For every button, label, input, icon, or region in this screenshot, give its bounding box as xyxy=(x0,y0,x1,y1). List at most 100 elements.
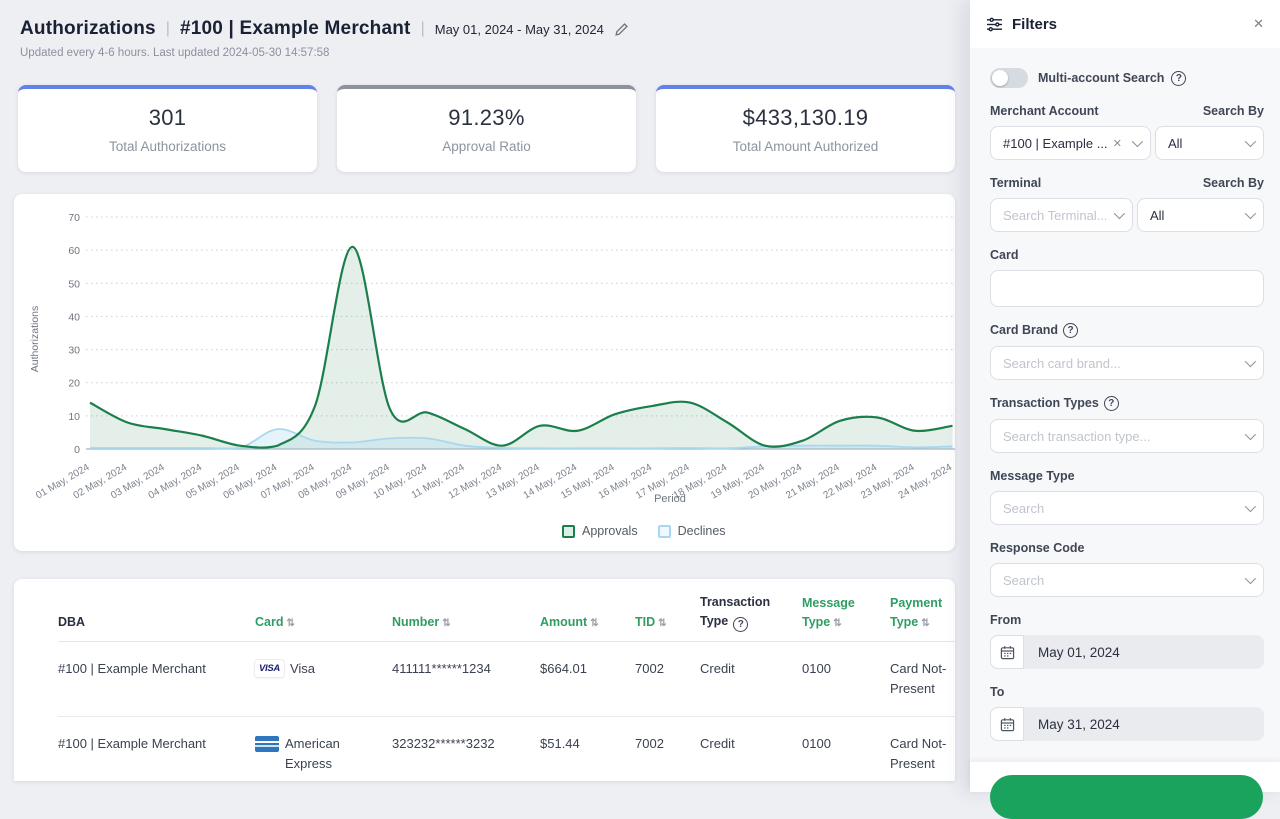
legend-declines[interactable]: Declines xyxy=(658,524,726,538)
column-header-message-type[interactable]: Message Type⇅ xyxy=(802,594,890,641)
response-code-select[interactable]: Search xyxy=(990,563,1264,597)
cell-amount: $664.01 xyxy=(540,642,635,696)
table-row[interactable]: #100 | Example Merchant American Express… xyxy=(58,717,955,781)
stat-value: 301 xyxy=(18,105,317,131)
stat-value: 91.23% xyxy=(337,105,636,131)
calendar-icon[interactable] xyxy=(990,707,1024,741)
search-by-label: Search By xyxy=(1203,176,1264,190)
column-header-card[interactable]: Card⇅ xyxy=(255,613,392,641)
merchant-account-label: Merchant Account xyxy=(990,104,1099,118)
svg-text:30: 30 xyxy=(68,345,80,357)
response-code-label: Response Code xyxy=(990,541,1084,555)
column-header-transaction-type: Transaction Type? xyxy=(700,593,802,641)
card-input[interactable] xyxy=(990,270,1264,307)
svg-text:20: 20 xyxy=(68,378,80,390)
cell-payment-type: Card Not-Present xyxy=(890,642,955,716)
help-icon[interactable]: ? xyxy=(1063,323,1078,338)
sort-icon[interactable]: ⇅ xyxy=(442,618,450,629)
transaction-types-select[interactable]: Search transaction type... xyxy=(990,419,1264,453)
chevron-down-icon xyxy=(1245,208,1256,219)
table-header-row: DBA Card⇅ Number⇅ Amount⇅ TID⇅ Transacti… xyxy=(58,579,955,642)
svg-text:60: 60 xyxy=(68,245,80,257)
stat-card-total-amount: $433,130.19 Total Amount Authorized xyxy=(656,85,955,172)
filter-sliders-icon xyxy=(986,17,1003,32)
stat-card-total-authorizations: 301 Total Authorizations xyxy=(18,85,317,172)
from-label: From xyxy=(990,613,1021,627)
svg-text:Authorizations: Authorizations xyxy=(29,306,41,373)
cell-card: VISA Visa xyxy=(255,642,392,696)
table-row[interactable]: #100 | Example Merchant VISA Visa 411111… xyxy=(58,642,955,717)
merchant-title: #100 | Example Merchant xyxy=(180,18,411,40)
filters-panel: Filters ✕ Multi-account Search ? Merchan… xyxy=(970,0,1280,792)
cell-message-type: 0100 xyxy=(802,717,890,771)
merchant-account-select[interactable]: #100 | Example ... ✕ xyxy=(990,126,1151,160)
visa-card-icon: VISA xyxy=(255,660,284,678)
legend-approvals[interactable]: Approvals xyxy=(562,524,638,538)
column-header-tid[interactable]: TID⇅ xyxy=(635,613,700,641)
svg-text:40: 40 xyxy=(68,311,80,323)
stat-cards: 301 Total Authorizations 91.23% Approval… xyxy=(18,85,955,172)
close-icon[interactable]: ✕ xyxy=(1253,16,1264,32)
transaction-types-label: Transaction Types xyxy=(990,396,1099,411)
page-title: Authorizations xyxy=(20,18,156,40)
svg-text:50: 50 xyxy=(68,278,80,290)
chevron-down-icon xyxy=(1245,136,1256,147)
chart-legend: Approvals Declines xyxy=(562,524,726,538)
svg-text:Period: Period xyxy=(654,493,686,505)
calendar-icon[interactable] xyxy=(990,635,1024,669)
cell-dba: #100 | Example Merchant xyxy=(58,642,255,696)
cell-message-type: 0100 xyxy=(802,642,890,696)
date-range-label: May 01, 2024 - May 31, 2024 xyxy=(435,22,604,37)
help-icon[interactable]: ? xyxy=(1171,71,1186,86)
message-type-label: Message Type xyxy=(990,469,1075,483)
clear-icon[interactable]: ✕ xyxy=(1113,137,1122,150)
help-icon[interactable]: ? xyxy=(1104,396,1119,411)
chevron-down-icon xyxy=(1245,573,1256,584)
cell-transaction-type: Credit xyxy=(700,717,802,771)
amex-card-icon xyxy=(255,736,279,752)
sort-icon[interactable]: ⇅ xyxy=(921,618,929,629)
terminal-search-by-select[interactable]: All xyxy=(1137,198,1264,232)
sort-icon[interactable]: ⇅ xyxy=(590,618,598,629)
chevron-down-icon xyxy=(1114,208,1125,219)
column-header-dba: DBA xyxy=(58,613,255,641)
filters-panel-header: Filters ✕ xyxy=(970,0,1280,48)
stat-label: Total Amount Authorized xyxy=(656,139,955,154)
chevron-down-icon xyxy=(1245,429,1256,440)
column-header-amount[interactable]: Amount⇅ xyxy=(540,613,635,641)
card-label: Card xyxy=(990,248,1018,262)
svg-text:10: 10 xyxy=(68,411,80,423)
terminal-label: Terminal xyxy=(990,176,1041,190)
terminal-select[interactable]: Search Terminal... xyxy=(990,198,1133,232)
multi-account-toggle[interactable] xyxy=(990,68,1028,88)
apply-filters-button[interactable] xyxy=(990,775,1263,819)
from-date-input[interactable]: May 01, 2024 xyxy=(990,635,1264,669)
card-brand-select[interactable]: Search card brand... xyxy=(990,346,1264,380)
svg-text:0: 0 xyxy=(74,444,80,456)
main-content: Authorizations | #100 | Example Merchant… xyxy=(0,0,970,792)
chevron-down-icon xyxy=(1245,501,1256,512)
toggle-knob xyxy=(992,70,1008,86)
column-header-payment-type[interactable]: Payment Type⇅ xyxy=(890,594,955,641)
authorizations-chart-card: 01020304050607001 May, 202402 May, 20240… xyxy=(14,194,955,551)
cell-card: American Express xyxy=(255,717,392,781)
title-separator: | xyxy=(166,20,170,38)
cell-amount: $51.44 xyxy=(540,717,635,771)
chevron-down-icon xyxy=(1132,136,1143,147)
stat-label: Approval Ratio xyxy=(337,139,636,154)
search-by-label: Search By xyxy=(1203,104,1264,118)
sort-icon[interactable]: ⇅ xyxy=(833,618,841,629)
to-date-input[interactable]: May 31, 2024 xyxy=(990,707,1264,741)
cell-number: 323232******3232 xyxy=(392,717,540,771)
column-header-number[interactable]: Number⇅ xyxy=(392,613,540,641)
edit-pencil-icon[interactable] xyxy=(614,22,629,37)
sort-icon[interactable]: ⇅ xyxy=(658,618,666,629)
declines-swatch-icon xyxy=(658,525,671,538)
merchant-search-by-select[interactable]: All xyxy=(1155,126,1264,160)
message-type-select[interactable]: Search xyxy=(990,491,1264,525)
card-brand-label: Card Brand xyxy=(990,323,1058,338)
stat-card-approval-ratio: 91.23% Approval Ratio xyxy=(337,85,636,172)
svg-text:70: 70 xyxy=(68,212,80,224)
sort-icon[interactable]: ⇅ xyxy=(286,618,294,629)
help-icon[interactable]: ? xyxy=(733,617,748,632)
